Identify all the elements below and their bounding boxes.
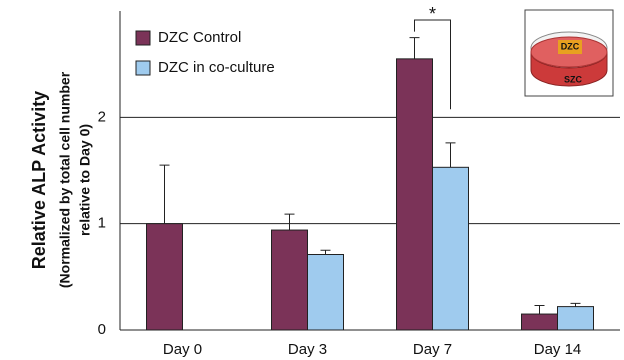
legend-swatch xyxy=(136,31,150,45)
legend-label: DZC Control xyxy=(158,29,241,46)
error-bar xyxy=(285,214,295,230)
bar xyxy=(147,224,183,330)
y-tick-label: 1 xyxy=(98,215,106,232)
bar xyxy=(558,307,594,330)
bar xyxy=(397,59,433,330)
y-axis-title: Relative ALP Activity xyxy=(29,91,49,269)
legend-label: DZC in co-culture xyxy=(158,59,275,76)
x-tick-label: Day 3 xyxy=(288,341,327,358)
error-bar xyxy=(160,165,170,223)
legend-swatch xyxy=(136,61,150,75)
error-bar xyxy=(410,38,420,59)
bar xyxy=(433,167,469,330)
bar xyxy=(522,314,558,330)
bar xyxy=(272,230,308,330)
y-tick-label: 0 xyxy=(98,321,106,338)
x-tick-label: Day 14 xyxy=(534,341,582,358)
x-tick-label: Day 7 xyxy=(413,341,452,358)
x-tick-label: Day 0 xyxy=(163,341,202,358)
inset-label: SZC xyxy=(564,74,583,84)
error-bar xyxy=(446,143,456,167)
inset: DZC SZC xyxy=(525,10,613,96)
error-bar xyxy=(321,250,331,254)
bar xyxy=(308,255,344,330)
chart: Relative ALP Activity (Normalized by tot… xyxy=(0,0,624,360)
inset-label: DZC xyxy=(561,41,580,51)
error-bar xyxy=(535,306,545,315)
y-tick-label: 2 xyxy=(98,108,106,125)
annotation: * xyxy=(429,4,436,24)
y-axis-subtitle: (Normalized by total cell number xyxy=(57,71,73,288)
y-axis-subtitle: relative to Day 0) xyxy=(77,124,93,236)
